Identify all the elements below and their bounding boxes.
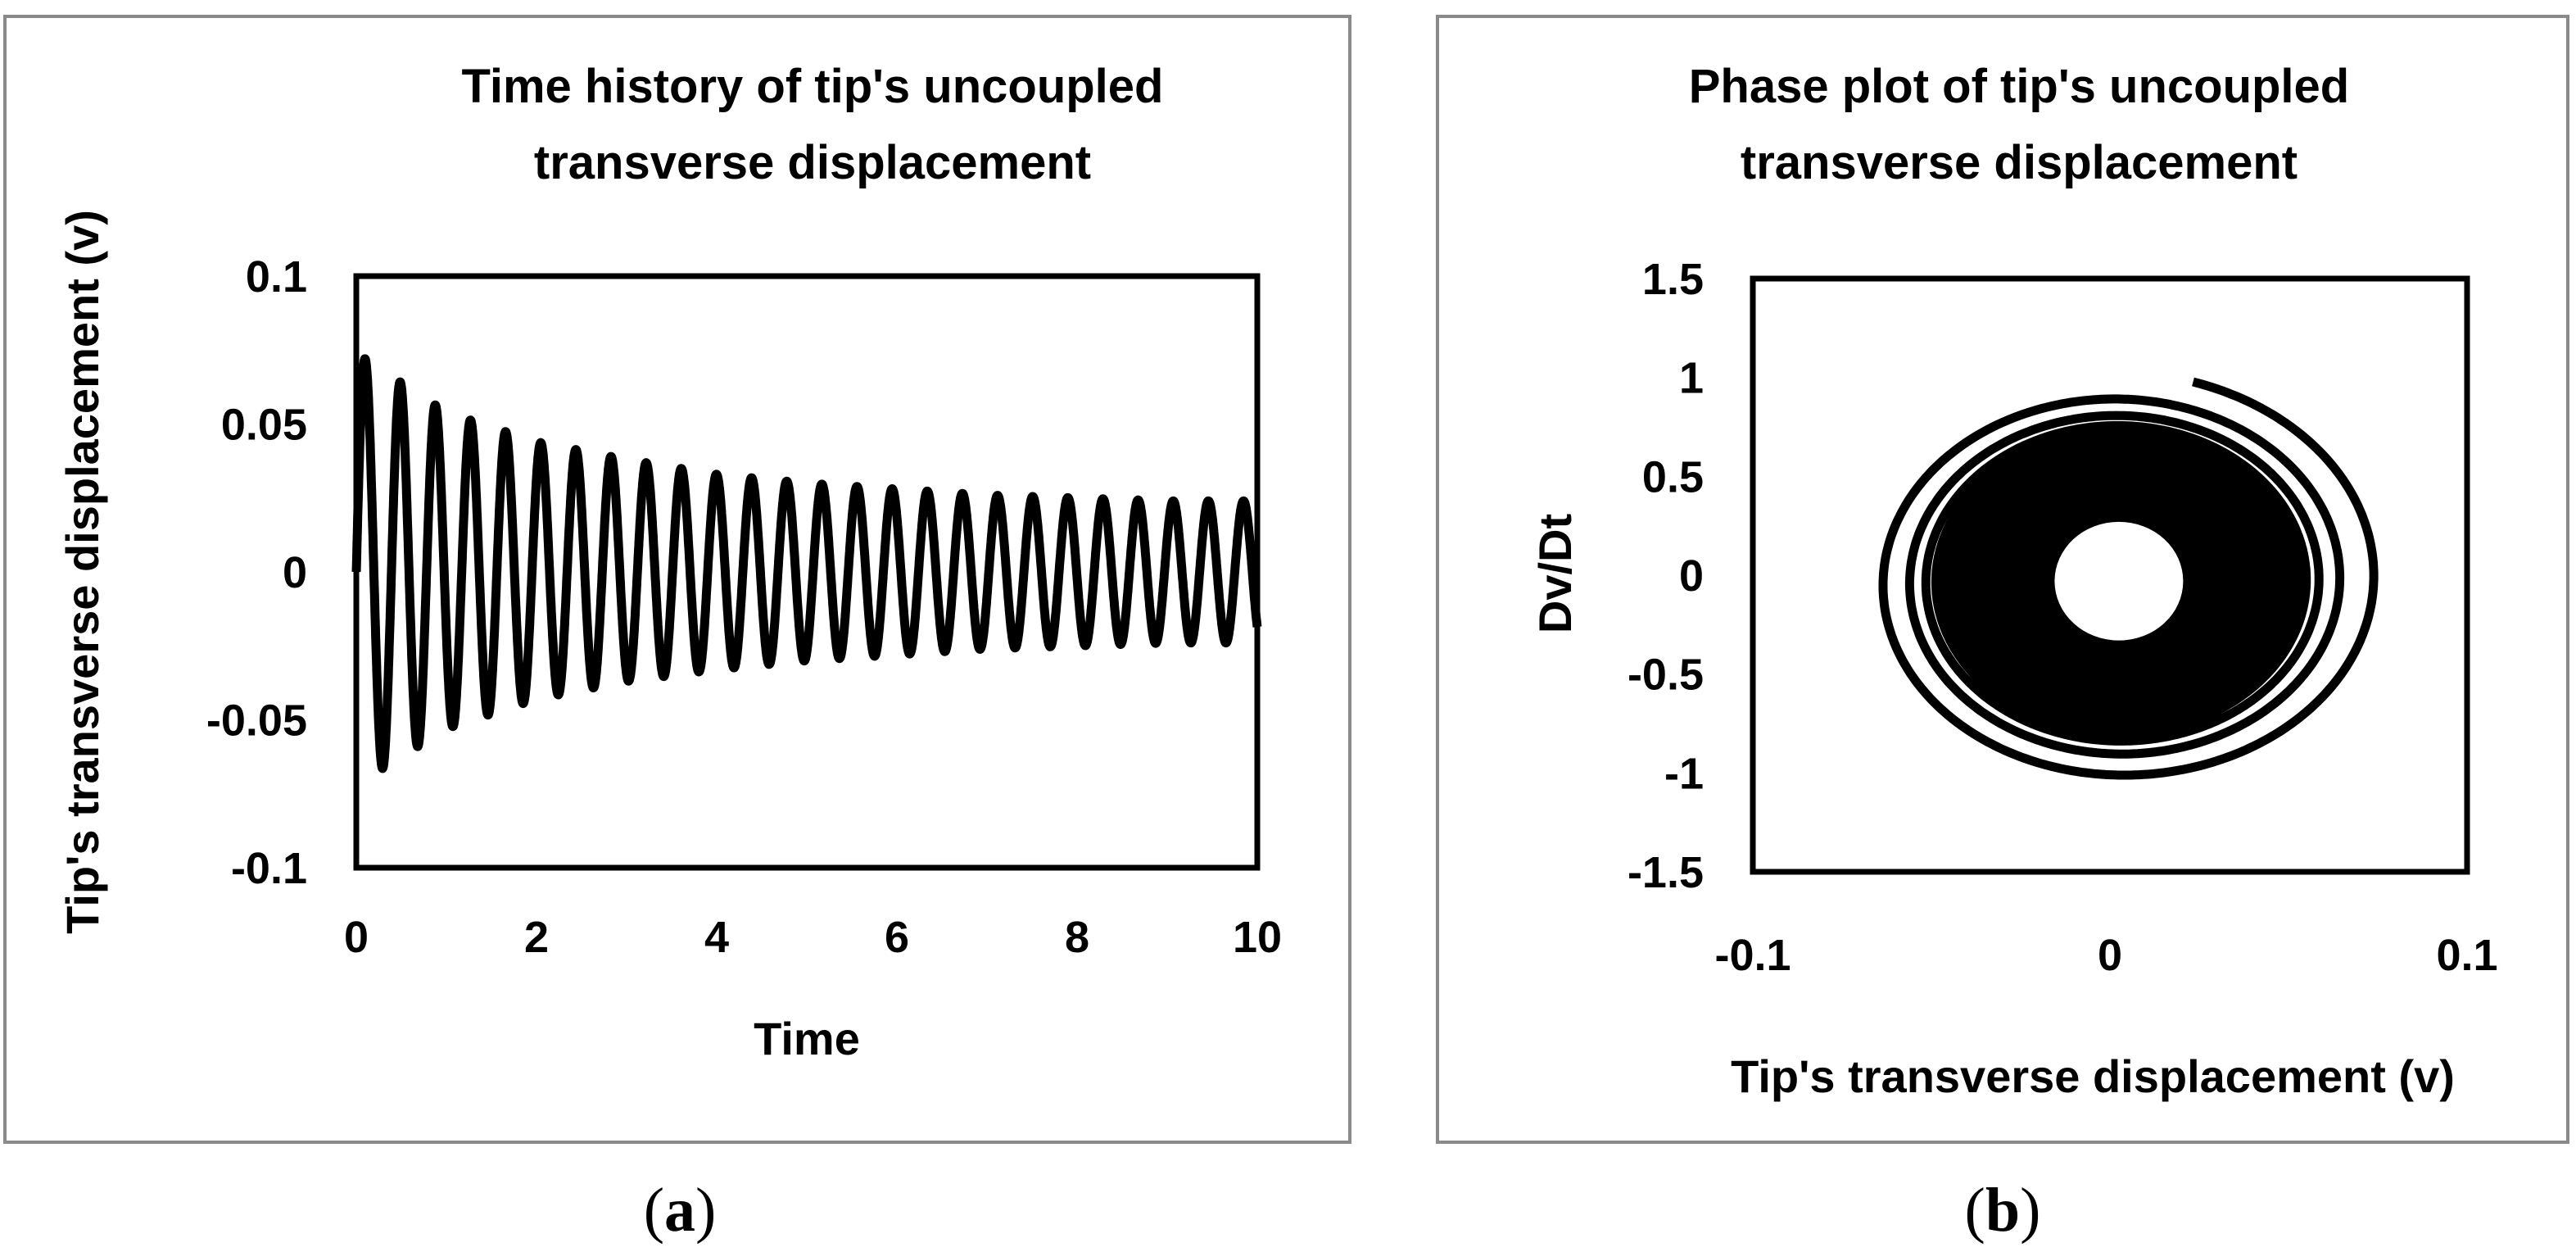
chart-a-title-line-2: transverse displacement [534, 136, 1091, 189]
chart-a-y-tick-label: -0.05 [206, 696, 307, 746]
chart-a-x-tick-label: 2 [524, 913, 549, 962]
chart-b-y-tick-label: 1 [1679, 354, 1704, 403]
chart-a-x-tick-label: 0 [344, 913, 369, 962]
chart-b-x-tick-label: 0 [2098, 931, 2122, 980]
chart-b-y-tick-label: -0.5 [1628, 651, 1704, 700]
chart-b-y-tick-label: 0.5 [1642, 452, 1704, 501]
chart-b-y-tick-label: 0 [1679, 551, 1704, 601]
chart-b-x-tick-labels: -0.1 0 0.1 [1714, 931, 2497, 980]
chart-a-y-axis-label: Tip's transverse displacement (v) [57, 210, 108, 934]
chart-a-x-axis-label: Time [754, 1013, 860, 1064]
panel-b: Phase plot of tip's uncoupled transverse… [1436, 15, 2569, 1144]
chart-a-x-tick-label: 6 [885, 913, 909, 962]
chart-a-title-line-1: Time history of tip's uncoupled [461, 60, 1163, 113]
chart-b-dense-band [1947, 438, 2291, 724]
chart-b-x-tick-label: 0.1 [2436, 931, 2497, 980]
chart-b-spiral-line [1878, 377, 2379, 780]
chart-b-y-axis-label: Dv/Dt [1529, 514, 1581, 633]
chart-b-x-tick-label: -0.1 [1714, 931, 1791, 980]
chart-a-x-tick-labels: 0 2 4 6 8 10 [344, 913, 1282, 962]
chart-a-y-tick-label: 0.05 [221, 401, 307, 450]
panel-a: Time history of tip's uncoupled transver… [3, 15, 1351, 1144]
caption-a: (a) [644, 1176, 717, 1245]
chart-a-y-tick-labels: 0.1 0.05 0 -0.05 -0.1 [206, 252, 307, 893]
chart-a-y-tick-label: 0 [283, 548, 307, 597]
chart-b-title-line-2: transverse displacement [1741, 136, 2298, 189]
chart-a-x-tick-label: 8 [1065, 913, 1089, 962]
chart-a-series-line [351, 354, 1262, 773]
chart-b-phase-trajectory [1878, 377, 2379, 780]
chart-b-x-axis-label: Tip's transverse displacement (v) [1731, 1050, 2455, 1102]
chart-a-y-tick-label: -0.1 [231, 844, 307, 893]
chart-b-y-tick-label: -1 [1664, 749, 1704, 798]
chart-a-x-tick-label: 4 [704, 913, 729, 962]
chart-a-x-tick-label: 10 [1233, 913, 1282, 962]
caption-b: (b) [1965, 1176, 2041, 1245]
chart-b-y-tick-labels: 1.5 1 0.5 0 -0.5 -1 -1.5 [1628, 255, 1704, 897]
chart-b-title-line-1: Phase plot of tip's uncoupled [1689, 60, 2349, 113]
chart-a-y-tick-label: 0.1 [246, 252, 307, 302]
chart-b-y-tick-label: -1.5 [1628, 848, 1704, 897]
chart-b-y-tick-label: 1.5 [1642, 255, 1704, 304]
chart-b-plot-area [1750, 275, 2470, 875]
